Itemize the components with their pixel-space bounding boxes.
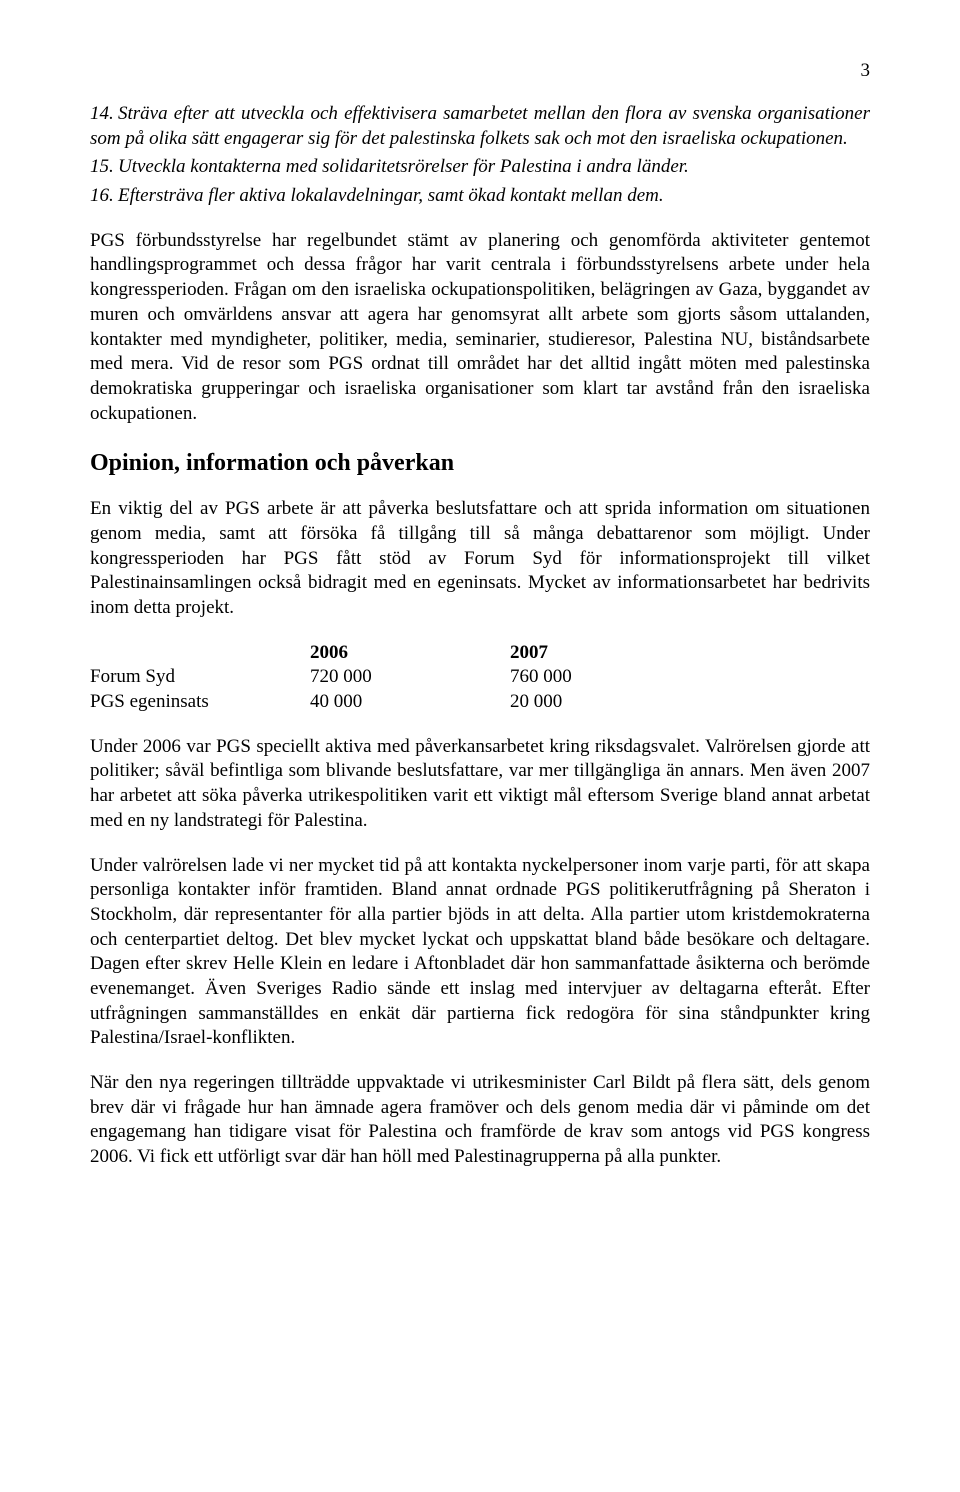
table-row: Forum Syd 720 000 760 000 <box>90 665 870 690</box>
list-text: Utveckla kontakterna med solidaritetsrör… <box>118 156 689 177</box>
paragraph-5: När den nya regeringen tillträdde uppvak… <box>90 1071 870 1170</box>
list-item-15: 15.Utveckla kontakterna med solidaritets… <box>90 155 870 180</box>
page-number: 3 <box>90 60 870 82</box>
table-header-2007: 2007 <box>510 641 710 666</box>
paragraph-2: En viktig del av PGS arbete är att påver… <box>90 497 870 620</box>
table-cell-label: PGS egeninsats <box>90 690 310 715</box>
table-header-row: 2006 2007 <box>90 641 870 666</box>
funding-table: 2006 2007 Forum Syd 720 000 760 000 PGS … <box>90 641 870 715</box>
list-item-14: 14.Sträva efter att utveckla och effekti… <box>90 102 870 151</box>
table-cell: 40 000 <box>310 690 510 715</box>
table-cell: 720 000 <box>310 665 510 690</box>
list-text: Eftersträva fler aktiva lokalavdelningar… <box>118 185 664 206</box>
section-heading: Opinion, information och påverkan <box>90 450 870 477</box>
table-header-2006: 2006 <box>310 641 510 666</box>
paragraph-1: PGS förbundsstyrelse har regelbundet stä… <box>90 229 870 427</box>
table-cell: 760 000 <box>510 665 710 690</box>
list-num: 16. <box>90 184 118 209</box>
table-header-blank <box>90 641 310 666</box>
table-cell-label: Forum Syd <box>90 665 310 690</box>
list-text: Sträva efter att utveckla och effektivis… <box>90 103 870 149</box>
list-item-16: 16.Eftersträva fler aktiva lokalavdelnin… <box>90 184 870 209</box>
paragraph-3: Under 2006 var PGS speciellt aktiva med … <box>90 735 870 834</box>
document-page: 3 14.Sträva efter att utveckla och effek… <box>0 0 960 1250</box>
table-row: PGS egeninsats 40 000 20 000 <box>90 690 870 715</box>
list-num: 14. <box>90 102 118 127</box>
list-num: 15. <box>90 155 118 180</box>
table-cell: 20 000 <box>510 690 710 715</box>
paragraph-4: Under valrörelsen lade vi ner mycket tid… <box>90 854 870 1052</box>
